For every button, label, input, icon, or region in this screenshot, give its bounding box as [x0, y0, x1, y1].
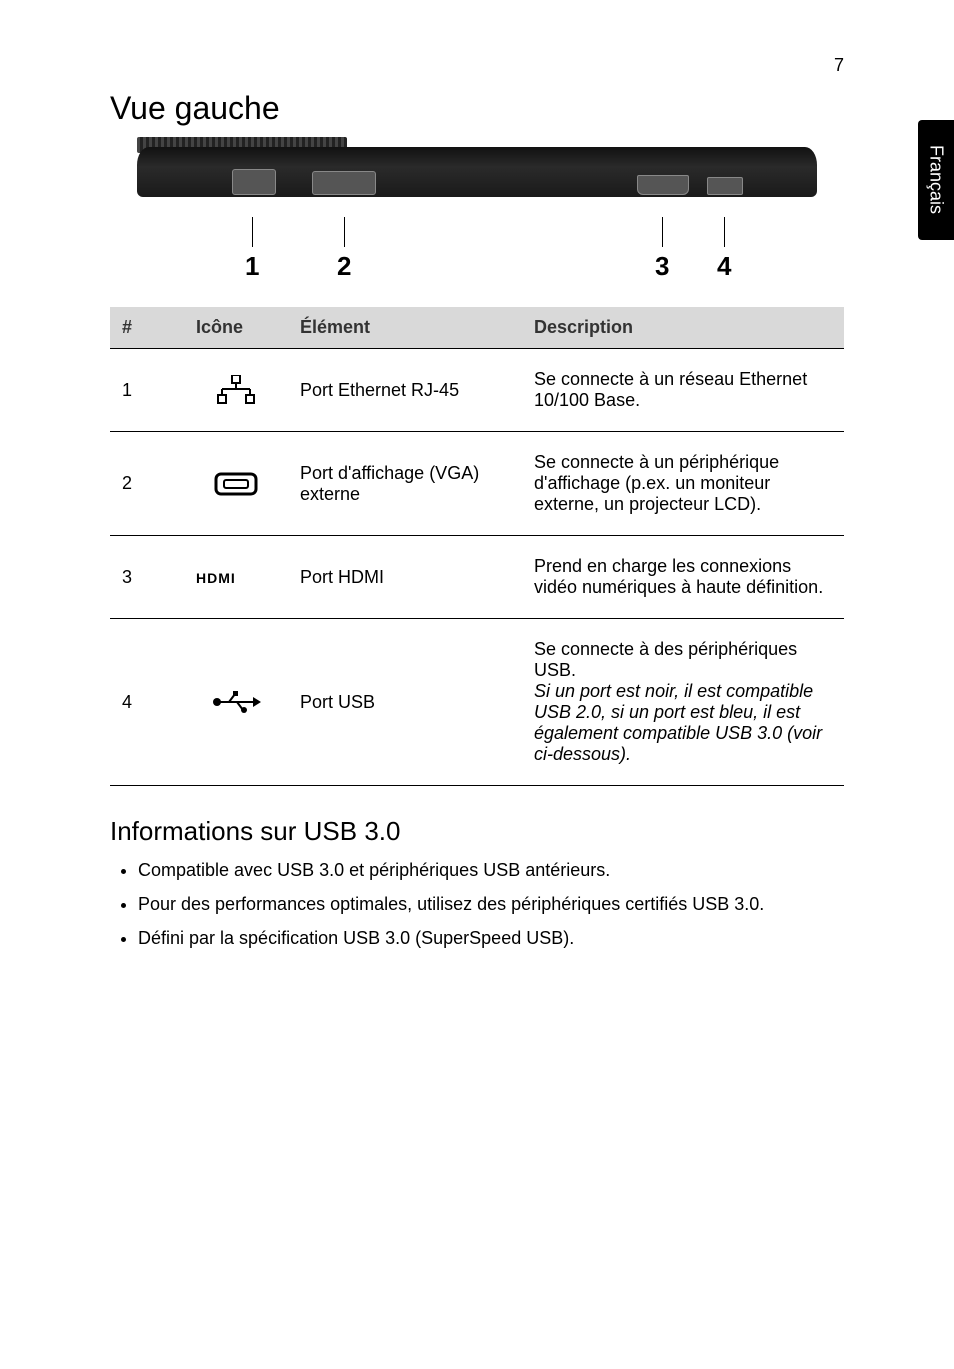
callout-number: 4 [717, 251, 731, 282]
usb-info-list: Compatible avec USB 3.0 et périphériques… [138, 857, 844, 953]
ports-table: # Icône Élément Description 1 [110, 307, 844, 786]
laptop-diagram: 1 2 3 4 [137, 137, 817, 287]
cell-icon [184, 619, 288, 786]
cell-icon [184, 349, 288, 432]
callout-line [662, 217, 663, 247]
callout-number: 1 [245, 251, 259, 282]
header-icon: Icône [184, 307, 288, 349]
desc-italic: Si un port est noir, il est compatible U… [534, 681, 822, 764]
list-item: Défini par la spécification USB 3.0 (Sup… [138, 925, 844, 953]
diagram-port-usb [707, 177, 743, 195]
cell-element: Port HDMI [288, 536, 522, 619]
diagram-port-hdmi [637, 175, 689, 195]
cell-icon [184, 432, 288, 536]
cell-num: 2 [110, 432, 184, 536]
callout-number: 2 [337, 251, 351, 282]
header-num: # [110, 307, 184, 349]
callout-2: 2 [337, 217, 351, 282]
cell-desc: Se connecte à un périphérique d'affichag… [522, 432, 844, 536]
diagram-callouts: 1 2 3 4 [137, 217, 817, 287]
diagram-port-vga [312, 171, 376, 195]
callout-line [344, 217, 345, 247]
list-item: Pour des performances optimales, utilise… [138, 891, 844, 919]
cell-num: 3 [110, 536, 184, 619]
hdmi-icon: HDMI [196, 570, 236, 586]
cell-icon: HDMI [184, 536, 288, 619]
callout-line [252, 217, 253, 247]
callout-4: 4 [717, 217, 731, 282]
cell-element: Port Ethernet RJ-45 [288, 349, 522, 432]
ethernet-icon [216, 375, 256, 405]
table-row: 1 Port Ethernet RJ-45 Se connecte à un r… [110, 349, 844, 432]
cell-element: Port USB [288, 619, 522, 786]
diagram-port-ethernet [232, 169, 276, 195]
language-tab: Français [918, 120, 954, 240]
callout-3: 3 [655, 217, 669, 282]
header-element: Élément [288, 307, 522, 349]
section-title: Vue gauche [110, 90, 844, 127]
cell-desc: Prend en charge les connexions vidéo num… [522, 536, 844, 619]
cell-element: Port d'affichage (VGA) externe [288, 432, 522, 536]
table-header-row: # Icône Élément Description [110, 307, 844, 349]
table-row: 2 Port d'affichage (VGA) externe Se conn… [110, 432, 844, 536]
callout-number: 3 [655, 251, 669, 282]
table-row: 4 Port USB Se connecte à des périphériqu… [110, 619, 844, 786]
header-desc: Description [522, 307, 844, 349]
vga-icon [214, 470, 258, 498]
page-number: 7 [834, 55, 844, 76]
cell-desc: Se connecte à un réseau Ethernet 10/100 … [522, 349, 844, 432]
callout-1: 1 [245, 217, 259, 282]
desc-plain: Se connecte à des périphériques USB. [534, 639, 797, 680]
usb-info-heading: Informations sur USB 3.0 [110, 816, 844, 847]
page: 7 Français Vue gauche 1 2 3 [0, 0, 954, 1369]
table-row: 3 HDMI Port HDMI Prend en charge les con… [110, 536, 844, 619]
cell-num: 4 [110, 619, 184, 786]
list-item: Compatible avec USB 3.0 et périphériques… [138, 857, 844, 885]
cell-desc: Se connecte à des périphériques USB. Si … [522, 619, 844, 786]
laptop-side-view [137, 137, 817, 217]
callout-line [724, 217, 725, 247]
cell-num: 1 [110, 349, 184, 432]
usb-icon [211, 690, 261, 714]
